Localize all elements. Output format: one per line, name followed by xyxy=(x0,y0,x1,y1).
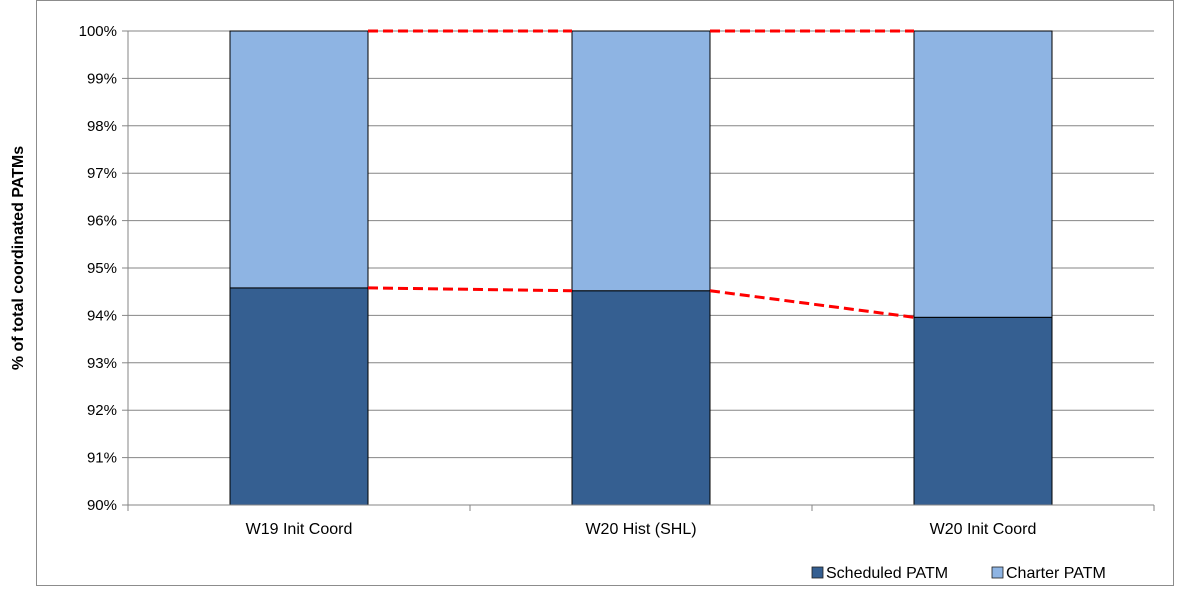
x-tick-label: W20 Init Coord xyxy=(930,521,1037,538)
y-axis-label: % of total coordinated PATMs xyxy=(10,146,27,370)
legend: Scheduled PATM Charter PATM xyxy=(811,565,1106,582)
bar-scheduled-patm xyxy=(913,316,1053,506)
y-tick-label: 99% xyxy=(87,70,117,87)
y-tick-label: 94% xyxy=(87,307,117,324)
connector-lines xyxy=(367,29,915,319)
y-tick-label: 90% xyxy=(87,497,117,514)
x-tick-label: W19 Init Coord xyxy=(246,521,353,538)
x-tick-label: W20 Hist (SHL) xyxy=(585,521,696,538)
legend-swatch-charter xyxy=(991,566,1004,579)
y-axis-ticks: 90% 91% 92% 93% 94% 95% 96% 97% 98% 99% 100% xyxy=(79,23,129,514)
bar-scheduled-patm xyxy=(229,287,369,506)
bars xyxy=(229,30,1053,506)
connector-line-scheduled-patm xyxy=(367,286,573,293)
legend-label-scheduled: Scheduled PATM xyxy=(826,565,948,582)
y-tick-label: 96% xyxy=(87,213,117,230)
x-axis: W19 Init Coord W20 Hist (SHL) W20 Init Coo… xyxy=(127,504,1155,538)
bar-charter-patm xyxy=(571,30,711,292)
y-tick-label: 97% xyxy=(87,165,117,182)
y-tick-label: 95% xyxy=(87,260,117,277)
y-tick-label: 98% xyxy=(87,118,117,135)
y-tick-label: 93% xyxy=(87,355,117,372)
y-tick-label: 100% xyxy=(79,23,117,40)
bar-scheduled-patm xyxy=(571,290,711,506)
connector-line-scheduled-patm xyxy=(709,289,915,319)
bar-charter-patm xyxy=(913,30,1053,318)
legend-label-charter: Charter PATM xyxy=(1006,565,1106,582)
y-tick-label: 92% xyxy=(87,402,117,419)
bar-charter-patm xyxy=(229,30,369,289)
legend-swatch-scheduled xyxy=(811,566,824,579)
y-tick-label: 91% xyxy=(87,450,117,467)
